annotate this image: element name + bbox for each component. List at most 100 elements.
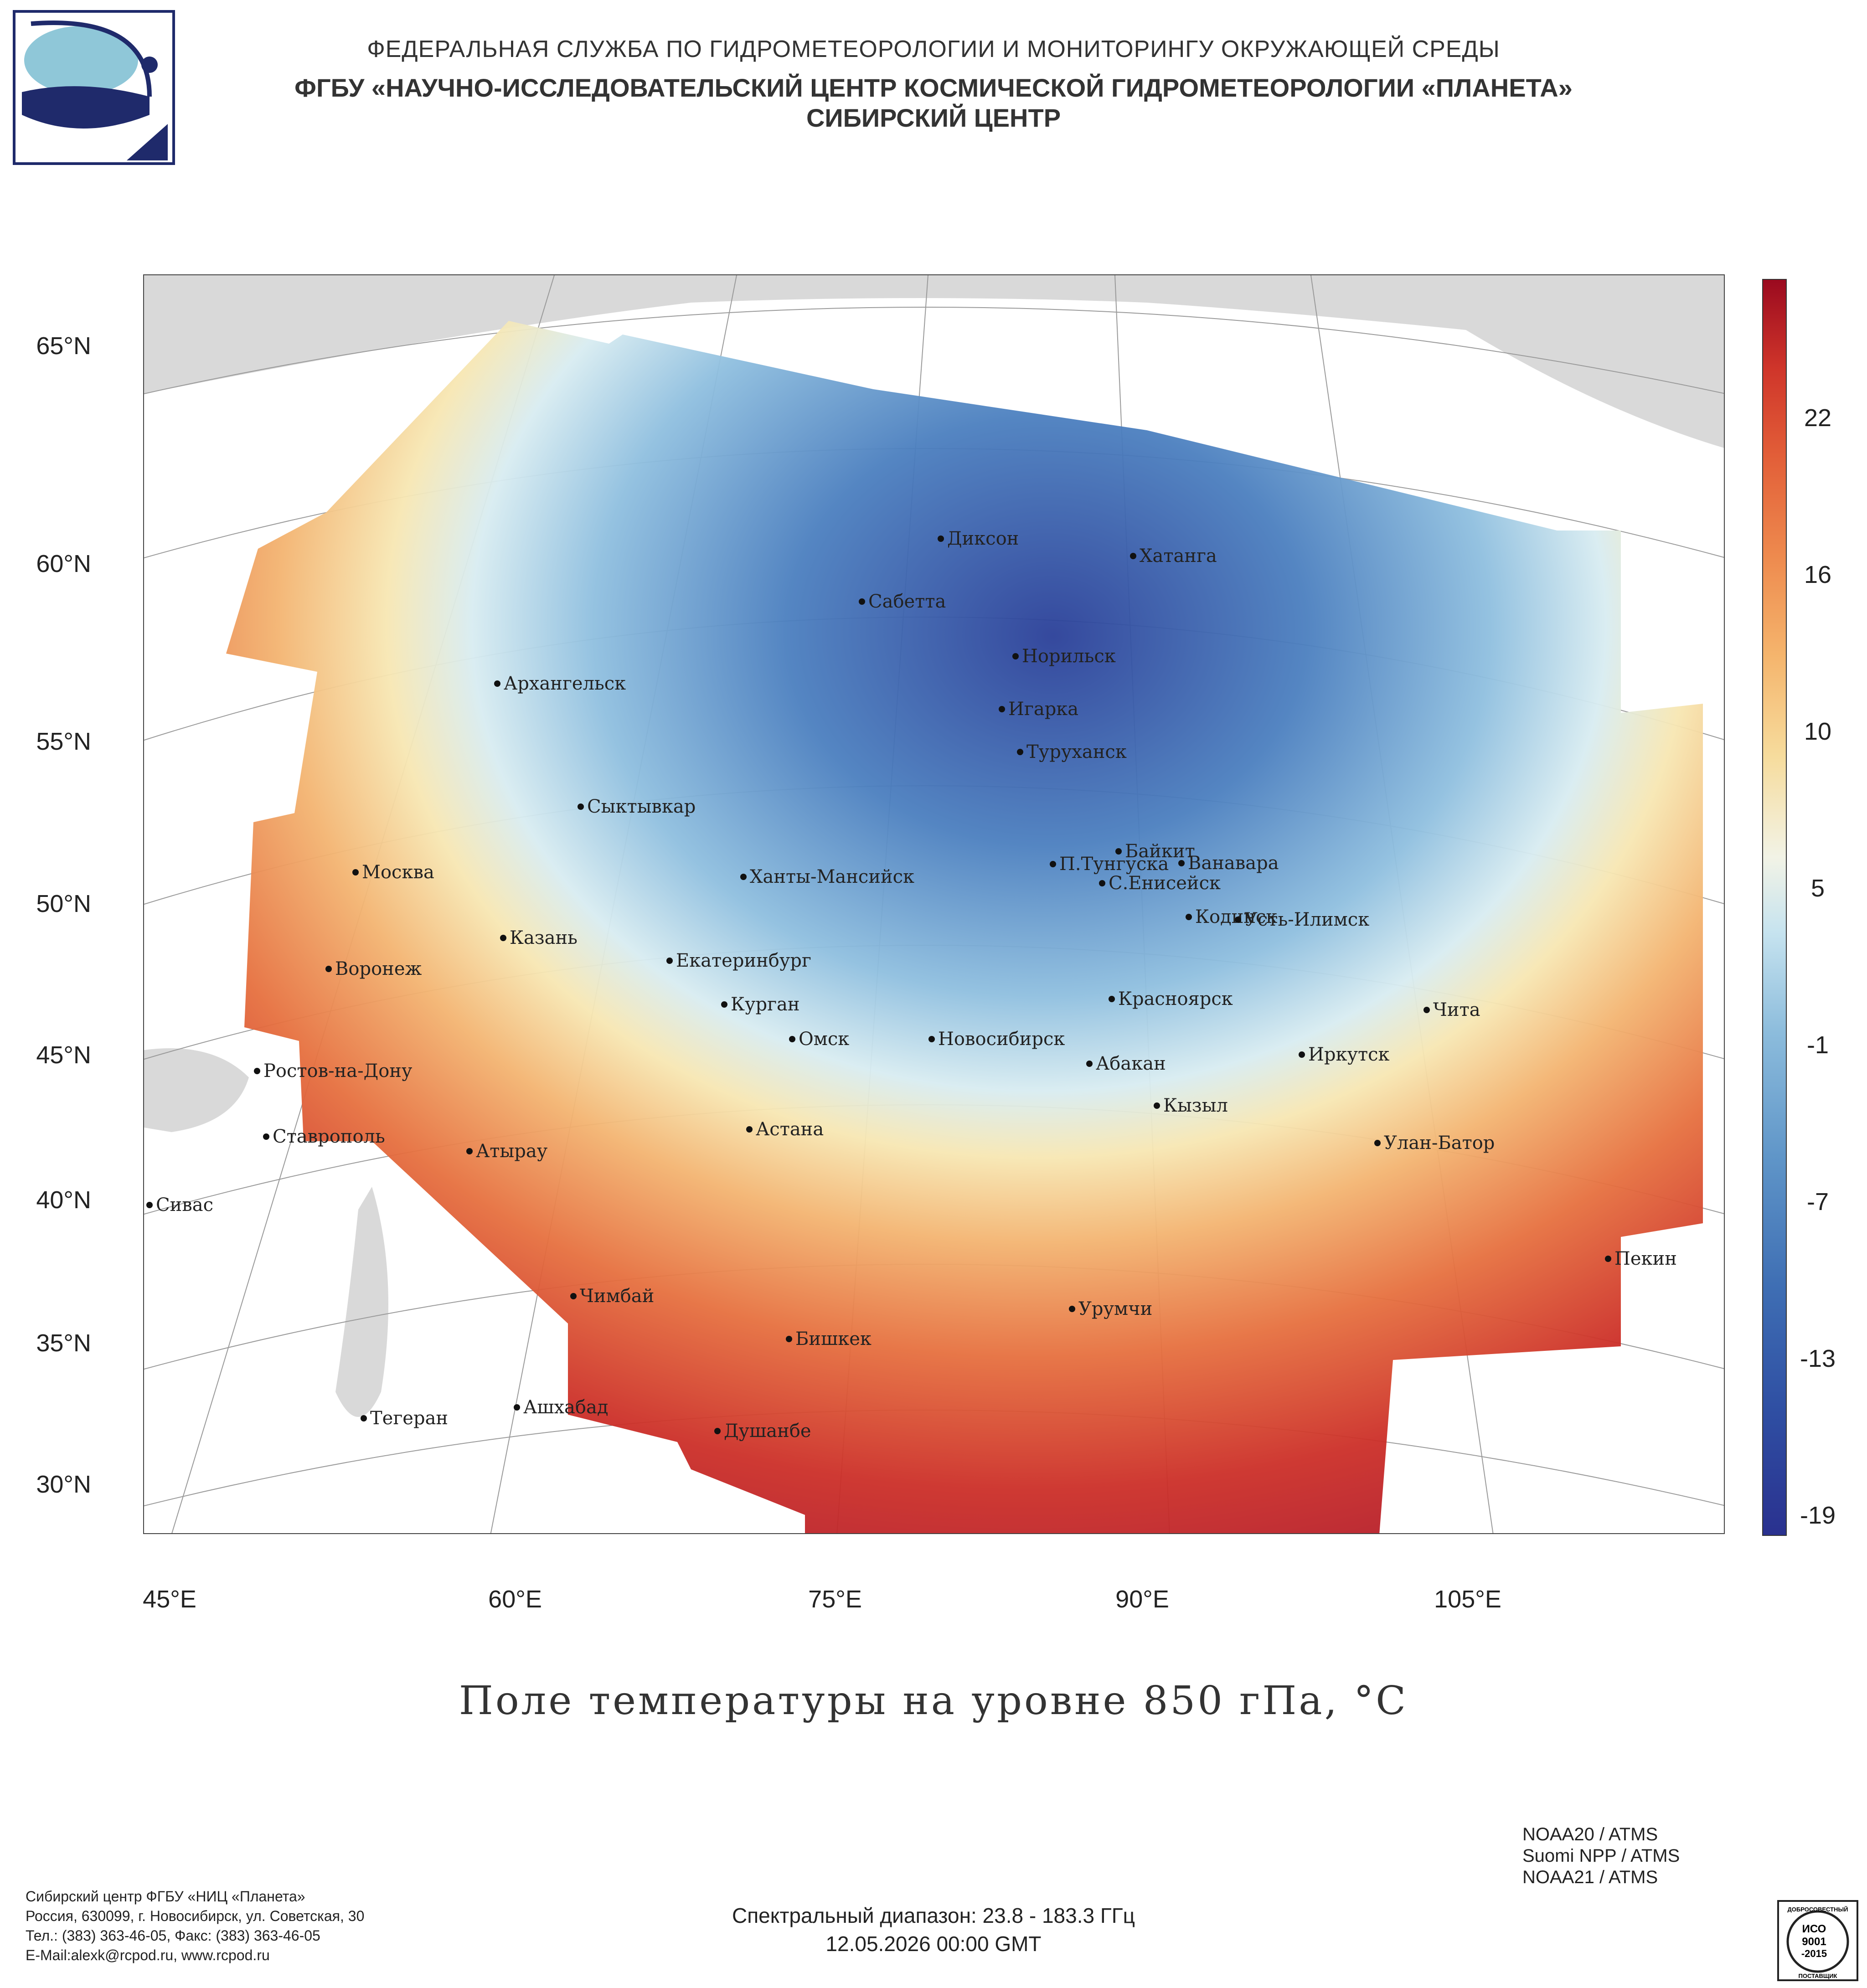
city-label: Хатанга xyxy=(1140,546,1217,567)
lat-label-35: 35°N xyxy=(36,1329,91,1357)
colorbar-tick: 5 xyxy=(1810,875,1825,902)
satellite-item: NOAA20 / ATMS xyxy=(1522,1824,1658,1844)
city-dot xyxy=(146,1202,153,1208)
city-label: Астана xyxy=(756,1119,824,1140)
city-label: Усть-Илимск xyxy=(1244,909,1369,930)
agency-line: ФЕДЕРАЛЬНАЯ СЛУЖБА ПО ГИДРОМЕТЕОРОЛОГИИ … xyxy=(367,36,1500,62)
lat-label-50: 50°N xyxy=(36,890,91,917)
footer-center: Спектральный диапазон: 23.8 - 183.3 ГГц … xyxy=(0,1901,1867,1958)
city-dot xyxy=(859,598,865,605)
lat-label-40: 40°N xyxy=(36,1186,91,1214)
city-dot xyxy=(325,966,332,972)
city-dot xyxy=(1099,880,1105,886)
city-label: П.Тунгуска xyxy=(1059,854,1169,875)
temperature-map: Диксон Хатанга Сабетта Норильск Игарка Туруха… xyxy=(143,274,1725,1534)
city-label: Ростов-на-Дону xyxy=(263,1061,413,1082)
city-dot xyxy=(714,1428,721,1434)
city-label: Пекин xyxy=(1614,1248,1677,1269)
lon-label-60: 60°E xyxy=(488,1586,542,1613)
svg-text:ПОСТАВЩИК: ПОСТАВЩИК xyxy=(1799,1973,1837,1979)
city-dot xyxy=(721,1001,727,1008)
city-label: Красноярск xyxy=(1118,989,1233,1009)
city-label: Ханты-Мансийск xyxy=(750,866,914,887)
city-dot xyxy=(1235,917,1241,923)
city-dot xyxy=(746,1126,753,1133)
city-label: Ванавара xyxy=(1188,853,1279,874)
city-markers: Диксон Хатанга Сабетта Норильск Игарка Туруха… xyxy=(146,528,1677,1442)
city-dot xyxy=(1186,914,1192,920)
lat-label-65: 65°N xyxy=(36,332,91,360)
footer-contacts: Сибирский центр ФГБУ «НИЦ «Планета» Росс… xyxy=(26,1887,364,1965)
observation-time: 12.05.2026 00:00 GMT xyxy=(825,1932,1042,1956)
city-dot xyxy=(578,803,584,810)
city-label: Абакан xyxy=(1096,1053,1166,1074)
center-line: СИБИРСКИЙ ЦЕНТР xyxy=(806,103,1061,132)
city-dot xyxy=(1012,653,1019,659)
city-label: Иркутск xyxy=(1308,1044,1390,1065)
city-label: Архангельск xyxy=(504,673,626,694)
caspian-sea xyxy=(335,1187,388,1417)
city-dot xyxy=(1050,861,1056,867)
footer-org: Сибирский центр ФГБУ «НИЦ «Планета» xyxy=(26,1888,305,1905)
city-dot xyxy=(361,1415,367,1421)
city-dot xyxy=(1069,1306,1075,1312)
city-label: Улан-Батор xyxy=(1384,1133,1495,1154)
lon-label-90: 90°E xyxy=(1115,1586,1169,1613)
colorbar-tick: 16 xyxy=(1804,561,1832,588)
colorbar-tick: 10 xyxy=(1804,718,1832,745)
city-label: Омск xyxy=(799,1029,849,1050)
city-dot xyxy=(928,1036,935,1042)
colorbar-tick: -1 xyxy=(1806,1031,1829,1059)
city-dot xyxy=(1086,1061,1093,1067)
city-label: Игарка xyxy=(1008,699,1078,720)
city-label: Чита xyxy=(1433,999,1480,1020)
city-dot xyxy=(1374,1140,1381,1146)
city-dot xyxy=(999,706,1005,712)
city-dot xyxy=(352,869,359,876)
city-label: Екатеринбург xyxy=(676,950,811,971)
city-dot xyxy=(938,536,944,542)
city-dot xyxy=(1130,553,1136,559)
city-dot xyxy=(466,1148,473,1154)
city-dot xyxy=(1178,860,1185,866)
city-dot xyxy=(263,1133,269,1140)
city-dot xyxy=(500,935,506,941)
city-label: Норильск xyxy=(1022,646,1116,667)
satellite-list: NOAA20 / ATMS Suomi NPP / ATMS NOAA21 / … xyxy=(1522,1824,1680,1888)
lat-label-45: 45°N xyxy=(36,1041,91,1069)
svg-text:ДОБРОСОВЕСТНЫЙ: ДОБРОСОВЕСТНЫЙ xyxy=(1787,1906,1848,1913)
satellite-item: Suomi NPP / ATMS xyxy=(1522,1846,1680,1866)
city-label: Кодинск xyxy=(1195,906,1277,927)
city-dot xyxy=(570,1293,577,1299)
svg-text:-2015: -2015 xyxy=(1801,1948,1827,1959)
colorbar xyxy=(1762,279,1787,1536)
footer-email: E-Mail:alexk@rcpod.ru, www.rcpod.ru xyxy=(26,1947,270,1963)
lon-label-45: 45°E xyxy=(143,1586,196,1613)
city-label: Курган xyxy=(731,994,800,1015)
footer-phone: Тел.: (383) 363-46-05, Факс: (383) 363-4… xyxy=(26,1927,320,1944)
lat-label-55: 55°N xyxy=(36,728,91,755)
institute-line: ФГБУ «НАУЧНО-ИССЛЕДОВАТЕЛЬСКИЙ ЦЕНТР КОС… xyxy=(294,73,1573,102)
footer-address: Россия, 630099, г. Новосибирск, ул. Сове… xyxy=(26,1908,365,1924)
city-dot xyxy=(514,1404,520,1411)
lat-label-30: 30°N xyxy=(36,1471,91,1498)
city-label: Туруханск xyxy=(1026,742,1127,762)
city-label: Воронеж xyxy=(335,958,422,979)
city-dot xyxy=(1154,1102,1160,1109)
city-label: Кызыл xyxy=(1163,1095,1228,1116)
colorbar-tick: 22 xyxy=(1804,404,1832,432)
city-label: Диксон xyxy=(947,528,1019,549)
city-label: Бишкек xyxy=(795,1329,872,1349)
lat-label-60: 60°N xyxy=(36,550,91,577)
city-dot xyxy=(254,1068,260,1074)
city-dot xyxy=(1423,1007,1430,1013)
city-dot xyxy=(786,1336,792,1342)
city-label: Новосибирск xyxy=(938,1029,1065,1050)
svg-text:9001: 9001 xyxy=(1802,1936,1826,1948)
city-label: Атырау xyxy=(476,1141,548,1162)
colorbar-tick: -13 xyxy=(1800,1345,1836,1372)
city-dot xyxy=(740,874,747,880)
city-label: Казань xyxy=(510,927,578,948)
satellite-item: NOAA21 / ATMS xyxy=(1522,1867,1658,1887)
city-dot xyxy=(494,680,500,687)
